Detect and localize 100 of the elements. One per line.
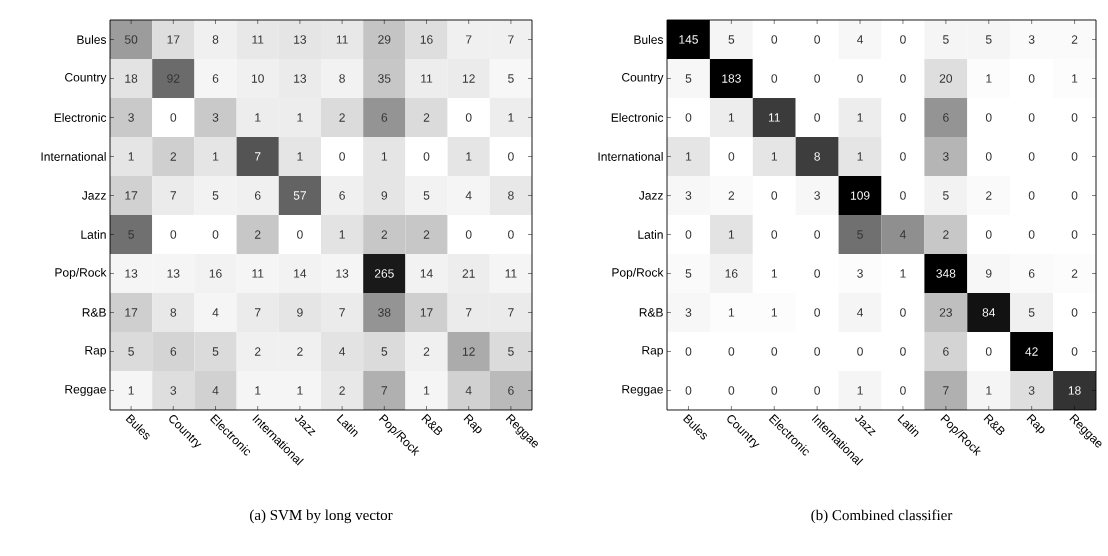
data-label: 0 [900, 386, 906, 395]
data-label: 0 [1071, 152, 1078, 161]
data-label: 5 [508, 74, 514, 83]
data-label: 1 [857, 113, 863, 122]
data-label: 2 [339, 386, 345, 395]
data-label: 0 [985, 230, 992, 239]
data-label: 18 [1068, 386, 1081, 395]
y-tick-label: Latin [81, 230, 106, 239]
data-label: 5 [212, 347, 219, 356]
data-label: 0 [1028, 230, 1035, 239]
data-label: 0 [771, 74, 778, 83]
y-tick-label: Jazz [81, 191, 106, 200]
data-label: 3 [212, 113, 219, 122]
data-label: 5 [685, 74, 692, 83]
y-tick-label: Rap [642, 346, 663, 357]
data-label: 0 [900, 152, 906, 161]
data-label: 3 [170, 386, 177, 395]
data-label: 348 [936, 269, 956, 278]
data-label: 145 [679, 35, 698, 44]
y-tick-label: Pop/Rock [55, 267, 107, 280]
data-label: 57 [293, 191, 306, 200]
data-label: 1 [255, 113, 261, 122]
y-tick-label: Electronic [611, 113, 664, 122]
data-label: 0 [771, 386, 778, 395]
data-label: 5 [685, 269, 692, 278]
data-label: 11 [768, 113, 780, 122]
y-tick-label: R&B [639, 308, 663, 317]
data-label: 1 [771, 308, 777, 317]
data-label: 9 [297, 308, 303, 317]
data-label: 3 [1028, 386, 1035, 395]
data-label: 7 [170, 191, 177, 200]
data-label: 1 [213, 152, 219, 161]
y-tick-label: Bules [634, 35, 664, 44]
data-label: 5 [212, 191, 219, 200]
data-label: 0 [1028, 74, 1035, 83]
data-label: 1 [424, 386, 430, 395]
data-label: 4 [465, 191, 472, 200]
data-label: 3 [857, 269, 863, 278]
data-label: 16 [209, 269, 222, 278]
data-label: 4 [857, 308, 864, 317]
data-label: 8 [814, 152, 820, 161]
data-label: 0 [1028, 152, 1035, 161]
data-label: 0 [685, 386, 692, 395]
data-label: 3 [685, 191, 692, 200]
data-label: 1 [900, 269, 906, 278]
data-label: 7 [465, 308, 472, 317]
data-label: 0 [900, 191, 906, 200]
data-label: 0 [423, 152, 430, 161]
data-label: 13 [294, 35, 307, 44]
data-label: 2 [728, 191, 735, 200]
data-label: 8 [212, 35, 219, 44]
data-label: 11 [252, 35, 264, 44]
data-label: 0 [814, 347, 821, 356]
data-label: 21 [462, 269, 475, 278]
y-tick-label: Reggae [65, 385, 106, 396]
data-label: 4 [899, 230, 906, 239]
x-tick-label: Rap [1026, 413, 1045, 434]
data-label: 3 [128, 113, 134, 122]
data-label: 6 [381, 113, 388, 122]
data-label: 23 [939, 308, 952, 317]
data-label: 1 [986, 74, 992, 83]
data-label: 0 [985, 347, 992, 356]
data-label: 3 [685, 308, 692, 317]
data-label: 2 [381, 230, 388, 239]
y-tick-label: Country [65, 73, 107, 84]
y-tick-label: Pop/Rock [612, 267, 664, 280]
data-label: 7 [465, 35, 472, 44]
data-label: 6 [508, 386, 514, 395]
data-label: 5 [943, 35, 949, 44]
data-label: 0 [900, 347, 906, 356]
data-label: 0 [857, 74, 863, 83]
data-label: 7 [254, 152, 261, 161]
data-label: 13 [336, 269, 349, 278]
data-label: 10 [251, 74, 264, 83]
data-label: 1 [728, 230, 735, 239]
data-label: 0 [508, 152, 514, 161]
data-label: 0 [771, 35, 778, 44]
data-label: 0 [728, 152, 735, 161]
data-label: 42 [1025, 347, 1038, 356]
y-tick-label: Rap [85, 346, 106, 357]
data-label: 7 [254, 308, 261, 317]
y-tick-label: Reggae [622, 385, 663, 396]
data-label: 2 [423, 113, 430, 122]
data-label: 109 [850, 191, 870, 200]
data-label: 5 [985, 35, 992, 44]
data-label: 5 [943, 191, 949, 200]
data-label: 7 [508, 35, 514, 44]
data-label: 2 [423, 347, 430, 356]
data-label: 12 [462, 74, 475, 83]
data-label: 0 [728, 347, 735, 356]
data-label: 4 [212, 386, 219, 395]
data-label: 0 [212, 230, 219, 239]
data-label: 0 [771, 191, 778, 200]
data-label: 0 [685, 113, 692, 122]
y-tick-label: Bules [77, 35, 107, 44]
data-label: 1 [508, 113, 514, 122]
data-label: 9 [985, 269, 992, 278]
data-label: 29 [378, 35, 391, 44]
data-label: 1 [466, 152, 472, 161]
y-tick-label: Jazz [638, 191, 663, 200]
